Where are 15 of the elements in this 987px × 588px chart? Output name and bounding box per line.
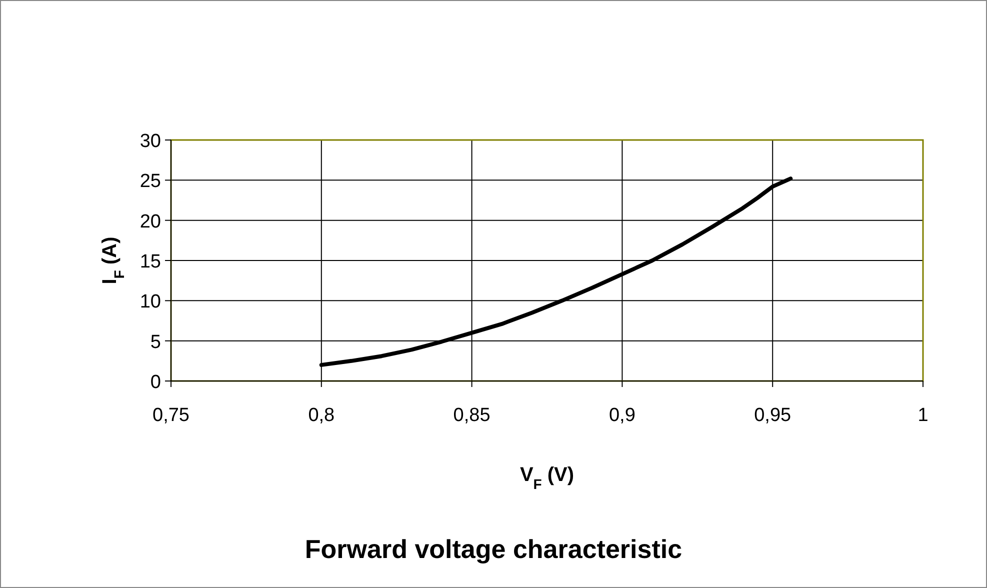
x-tick-label: 0,9 xyxy=(608,405,636,426)
y-tick-label: 10 xyxy=(140,292,161,313)
x-tick-label: 0,85 xyxy=(453,405,490,426)
y-tick-label: 0 xyxy=(150,372,161,393)
y-tick-label: 25 xyxy=(140,171,161,192)
x-tick-label: 0,75 xyxy=(152,405,190,426)
text: Forward voltage characteristic xyxy=(304,534,682,564)
x-tick-label: 1 xyxy=(918,405,928,426)
y-tick-label: 5 xyxy=(150,332,161,353)
x-tick-label: 0,95 xyxy=(754,405,792,426)
y-tick-label: 20 xyxy=(140,211,161,232)
y-tick-label: 15 xyxy=(140,252,161,272)
x-tick-label: 0,8 xyxy=(308,405,335,426)
x-axis-title: V$_{F}$ (V) xyxy=(520,464,574,492)
y-tick-label: 30 xyxy=(140,131,161,152)
